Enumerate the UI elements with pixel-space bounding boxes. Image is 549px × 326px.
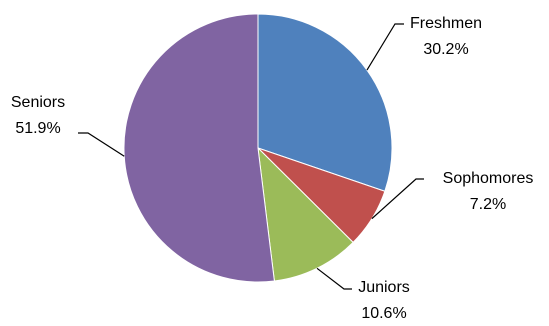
label-juniors-name: Juniors — [358, 279, 410, 296]
label-freshmen-value: 30.2% — [423, 41, 468, 58]
slice-juniors — [257, 146, 354, 282]
label-juniors-value: 10.6% — [361, 305, 406, 321]
data-labels: Freshmen 30.2% Sophomores 7.2% Juniors 1… — [11, 15, 534, 322]
label-seniors-value: 51.9% — [15, 120, 60, 137]
leader-seniors — [78, 132, 125, 157]
label-freshmen-name: Freshmen — [410, 15, 482, 32]
label-seniors-name: Seniors — [11, 94, 65, 111]
leader-juniors — [316, 267, 352, 290]
label-sophomores-name: Sophomores — [443, 170, 534, 187]
leader-lines — [78, 23, 424, 290]
pie-slices — [123, 13, 393, 283]
label-sophomores-value: 7.2% — [470, 196, 506, 213]
slice-freshmen — [257, 13, 393, 192]
slice-seniors — [123, 13, 275, 283]
leader-sophomores — [371, 178, 424, 220]
leader-freshmen — [366, 23, 404, 71]
